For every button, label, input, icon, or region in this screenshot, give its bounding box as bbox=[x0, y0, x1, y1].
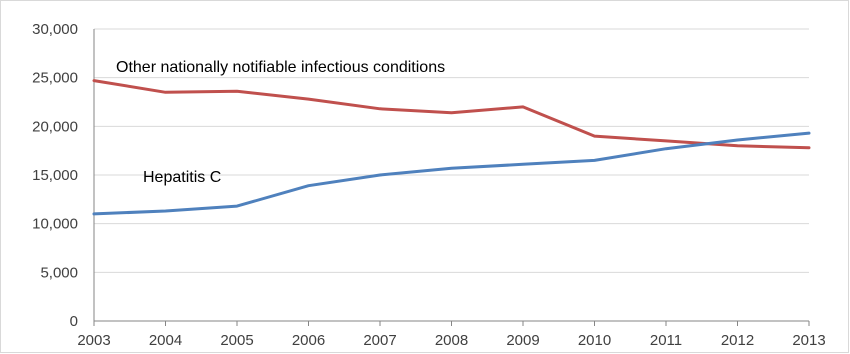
series-line-other-conditions bbox=[92, 79, 811, 150]
x-tick-label: 2011 bbox=[650, 332, 682, 349]
series-lines bbox=[92, 79, 811, 216]
y-tick-label: 30,000 bbox=[32, 21, 78, 38]
x-tick-label: 2009 bbox=[506, 332, 539, 349]
x-tick-label: 2004 bbox=[149, 332, 182, 349]
x-tick-label: 2010 bbox=[578, 332, 611, 349]
y-tick-label: 15,000 bbox=[32, 167, 78, 184]
x-tick-label: 2008 bbox=[435, 332, 468, 349]
x-tick-labels: 2003 2004 2005 2006 2007 2008 2009 2010 2011 2012… bbox=[77, 332, 825, 349]
y-tick-label: 10,000 bbox=[32, 216, 78, 233]
y-tick-label: 0 bbox=[70, 313, 78, 330]
x-tick-label: 2013 bbox=[792, 332, 825, 349]
x-tick-label: 2007 bbox=[363, 332, 396, 349]
gridlines bbox=[94, 28, 809, 273]
y-tick-label: 5,000 bbox=[40, 264, 78, 281]
x-tick-label: 2012 bbox=[721, 332, 754, 349]
x-tick-label: 2005 bbox=[220, 332, 253, 349]
axes bbox=[93, 29, 810, 326]
y-tick-labels: 0 5,000 10,000 15,000 20,000 25,000 30,000 bbox=[32, 21, 78, 330]
x-tick-label: 2003 bbox=[77, 332, 110, 349]
series-label-other-conditions: Other nationally notifiable infectious c… bbox=[116, 59, 445, 76]
series-line-hepatitis-c bbox=[92, 131, 811, 216]
series-label-hepatitis-c: Hepatitis C bbox=[143, 169, 221, 186]
y-tick-label: 20,000 bbox=[32, 118, 78, 135]
y-tick-label: 25,000 bbox=[32, 70, 78, 87]
x-tick-label: 2006 bbox=[292, 332, 325, 349]
